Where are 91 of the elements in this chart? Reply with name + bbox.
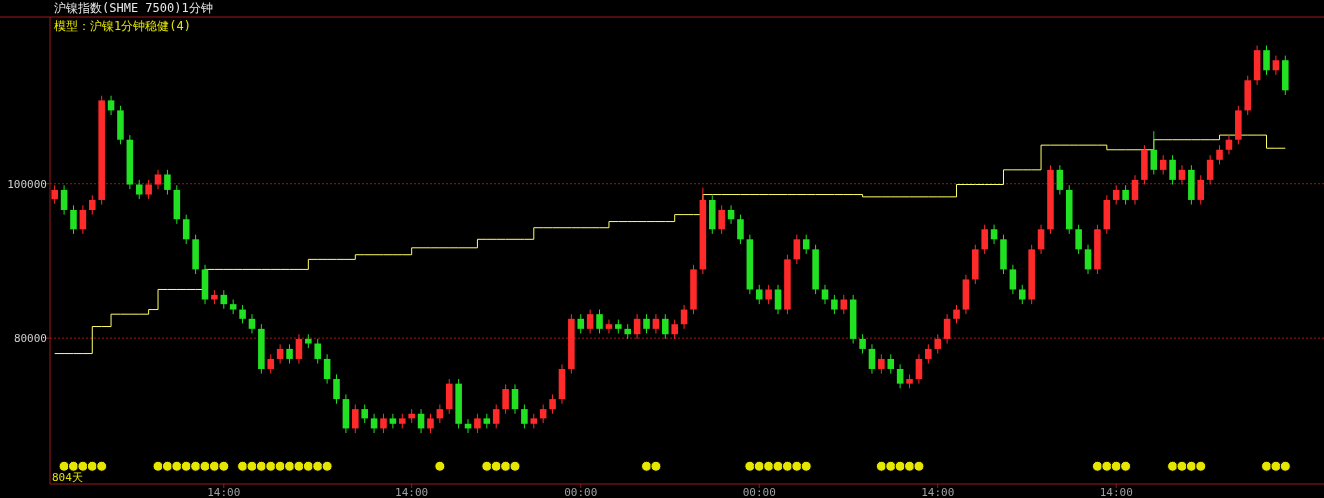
x-tick-label: 14:00 <box>207 486 241 498</box>
candlestick <box>389 413 397 429</box>
candlestick <box>492 403 500 429</box>
candlestick <box>323 353 331 385</box>
candlestick <box>352 403 359 434</box>
chart-title: 沪镍指数(SHME 7500)1分钟 <box>54 1 213 15</box>
candlestick <box>1150 130 1158 175</box>
candlestick <box>943 313 951 345</box>
x-tick-label: 00:00 <box>564 486 598 498</box>
x-tick-label: 00:00 <box>742 486 776 498</box>
candlestick <box>60 184 68 216</box>
candlestick <box>1075 224 1082 255</box>
candlestick <box>1131 174 1139 206</box>
candlestick <box>248 313 256 334</box>
candlestick <box>793 234 801 265</box>
candlestick <box>953 304 960 324</box>
candlestick <box>1178 164 1186 185</box>
candlestick <box>821 284 829 305</box>
candlestick <box>878 353 885 375</box>
candlestick <box>662 313 669 340</box>
candlestick <box>840 294 848 315</box>
candlestick <box>1037 224 1045 255</box>
candlestick <box>586 309 594 334</box>
candlestick <box>182 214 190 245</box>
x-tick-label: 14:00 <box>395 486 429 498</box>
candlestick <box>267 353 275 375</box>
candlestick <box>333 373 340 405</box>
candlestick <box>154 169 162 190</box>
x-tick-label: 14:00 <box>1099 486 1133 498</box>
candlestick <box>79 204 87 235</box>
candlestick <box>887 353 895 375</box>
candlestick <box>671 319 678 340</box>
candlestick <box>511 383 519 415</box>
candlestick <box>286 343 293 365</box>
candlestick <box>427 413 434 434</box>
candlestick <box>643 313 650 334</box>
candlestick <box>502 383 509 415</box>
candlestick <box>990 224 998 245</box>
candlestick <box>1169 154 1176 185</box>
candlestick <box>135 179 143 200</box>
candlestick <box>831 294 838 315</box>
candlestick <box>107 95 115 116</box>
candlestick <box>896 363 904 389</box>
candlestick <box>859 333 866 355</box>
candlestick <box>802 234 810 255</box>
candlestick <box>1197 174 1205 206</box>
candlestick <box>652 313 660 334</box>
candlestick <box>934 333 942 355</box>
candlestick <box>239 304 246 324</box>
x-tick-label: 14:00 <box>921 486 955 498</box>
candlestick <box>88 194 96 216</box>
y-tick-label: 80000 <box>13 332 47 346</box>
chart-subtitle: 模型：沪镍1分钟稳健(4) <box>54 19 191 33</box>
candlestick <box>164 169 171 196</box>
candlestick <box>474 413 481 434</box>
candlestick <box>755 284 763 305</box>
candlestick <box>1009 264 1017 295</box>
candlestick <box>868 343 876 375</box>
candlestick <box>521 403 528 429</box>
candlestick <box>295 333 303 365</box>
candlestick <box>1084 244 1092 275</box>
candlestick <box>145 179 152 200</box>
candlestick <box>1216 144 1223 165</box>
candlestick <box>1206 154 1214 185</box>
annotation: 804天 <box>52 471 83 484</box>
candlestick <box>765 284 772 305</box>
candlestick <box>314 338 322 365</box>
candlestick <box>718 204 725 235</box>
candlestick <box>1018 284 1026 305</box>
candlestick <box>549 393 556 415</box>
candlestick <box>380 413 387 434</box>
candlestick <box>774 284 782 315</box>
candlestick <box>605 319 613 334</box>
y-tick-label: 100000 <box>7 177 47 191</box>
candlestick <box>596 309 603 334</box>
candlestick <box>1272 55 1280 76</box>
candlestick <box>1159 154 1167 175</box>
candlestick <box>1056 164 1064 196</box>
candlestick <box>981 224 988 255</box>
candlestick <box>1225 134 1233 155</box>
candlestick <box>70 204 77 235</box>
candlestick <box>361 403 368 424</box>
candlestick <box>1263 45 1270 76</box>
candlestick <box>737 214 744 245</box>
candlestick <box>915 353 923 385</box>
candlestick <box>276 343 284 365</box>
candlestick <box>1112 184 1120 206</box>
candlestick <box>1122 184 1129 206</box>
candlestick <box>925 343 932 365</box>
candlestick <box>370 413 378 434</box>
candlestick <box>577 313 585 334</box>
